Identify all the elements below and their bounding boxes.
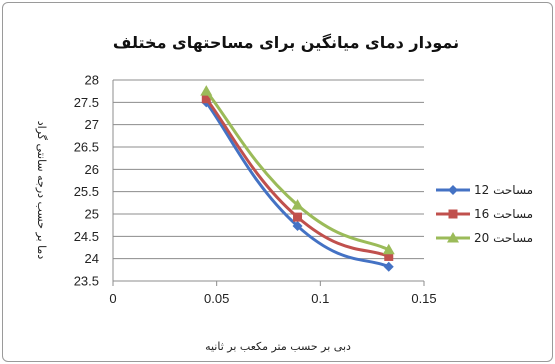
x-axis-ticks: 0 0.05 0.1 0.15 xyxy=(109,281,437,306)
y-tick-label: 24 xyxy=(85,251,99,266)
data-series xyxy=(200,85,395,272)
x-tick-label: 0.15 xyxy=(411,291,436,306)
legend-label: مساحت 16 xyxy=(474,207,533,221)
data-point-marker xyxy=(292,221,303,232)
y-axis-ticks: 23.5 24 24.5 25 25.5 26 26.5 27 27.5 28 xyxy=(74,73,99,289)
series-line-2 xyxy=(205,97,390,258)
data-point-marker xyxy=(293,212,303,222)
y-tick-label: 26.5 xyxy=(74,140,99,155)
data-point-marker xyxy=(384,251,394,261)
legend-label: مساحت 12 xyxy=(474,183,533,197)
data-point-marker xyxy=(291,199,304,210)
data-point-marker xyxy=(383,261,394,272)
legend-marker xyxy=(447,232,459,243)
x-axis-label: دبی بر حسب متر مکعب بر ثانیه xyxy=(205,340,351,353)
y-tick-label: 25.5 xyxy=(74,184,99,199)
grid-lines xyxy=(113,79,424,282)
y-tick-label: 24.5 xyxy=(74,229,99,244)
y-tick-label: 23.5 xyxy=(74,274,99,289)
legend-marker xyxy=(448,209,458,219)
y-axis-label: دما بر حسب درجه سانتی گراد xyxy=(35,121,48,260)
x-tick-label: 0.05 xyxy=(204,291,229,306)
y-tick-label: 26 xyxy=(85,162,99,177)
chart-title: نمودار دمای میانگین برای مساحتهای مختلف xyxy=(113,33,459,52)
data-point-marker xyxy=(200,85,213,96)
y-tick-label: 25 xyxy=(85,207,99,222)
legend-label: مساحت 20 xyxy=(474,231,533,245)
legend-marker xyxy=(448,185,458,195)
y-tick-label: 27 xyxy=(85,117,99,132)
y-tick-label: 28 xyxy=(85,73,99,88)
y-tick-label: 27.5 xyxy=(74,95,99,110)
data-point-marker xyxy=(201,94,211,104)
legend: مساحت 12 مساحت 16 مساحت 20 xyxy=(436,183,533,245)
x-tick-label: 0 xyxy=(109,291,116,306)
data-point-marker xyxy=(382,243,395,255)
x-tick-label: 0.1 xyxy=(311,291,329,306)
